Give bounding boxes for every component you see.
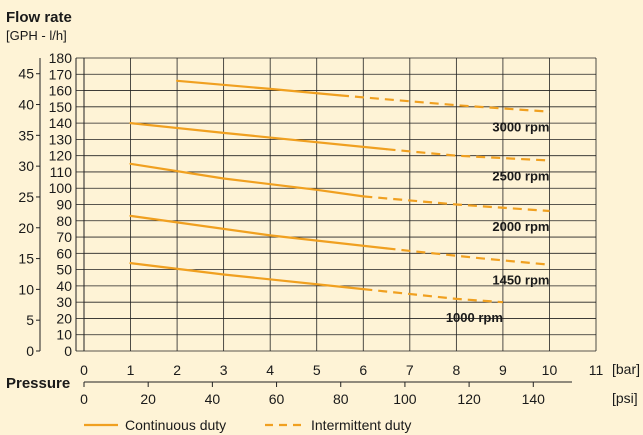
x-tick-label-psi: 80 [333,391,349,407]
series-3000-rpm-continuous [176,79,342,97]
y-tick-label-lh: 150 [49,99,73,115]
x-tick-label-bar: 8 [452,362,460,378]
x-tick-label-bar: 6 [359,362,367,378]
y-tick-label-lh: 160 [49,83,73,99]
y-tick-label-lh: 60 [56,245,72,261]
y-tick-label-lh: 140 [49,115,73,131]
x-unit-bar: [bar] [612,361,640,377]
y-tick-label-lh: 120 [49,148,73,164]
y-tick-label-gph: 35 [18,127,34,143]
x-tick-label-psi: 140 [522,391,546,407]
series-3000-rpm-intermittent [339,94,550,113]
x-tick-label-psi: 120 [457,391,481,407]
x-tick-label-bar: 2 [173,362,181,378]
y-tick-label-gph: 0 [26,343,34,359]
x-tick-label-psi: 20 [140,391,156,407]
y-tick-label-gph: 30 [18,158,34,174]
y-tick-label-lh: 130 [49,131,73,147]
series-2000-rpm-continuous [129,162,365,198]
series-1000-rpm-intermittent [363,288,503,304]
x-tick-label-psi: 60 [269,391,285,407]
legend-intermittent-label: Intermittent duty [311,417,411,433]
x-unit-psi: [psi] [612,390,638,406]
series-label-3000-rpm: 3000 rpm [492,120,549,135]
series-2000-rpm-intermittent [363,195,550,213]
y-tick-label-gph: 40 [18,97,34,113]
series-label-2500-rpm: 2500 rpm [492,169,549,184]
x-tick-label-bar: 10 [542,362,558,378]
y-tick-label-lh: 170 [49,66,73,82]
y-tick-label-lh: 90 [56,197,72,213]
y-tick-label-lh: 110 [50,164,73,180]
series-2500-rpm-continuous [129,122,388,151]
x-tick-label-bar: 3 [220,362,228,378]
chart-subtitle: [GPH - l/h] [6,28,67,43]
y-tick-label-lh: 10 [56,327,72,343]
y-tick-label-lh: 50 [56,262,72,278]
y-tick-label-gph: 20 [18,220,34,236]
series-1000-rpm-continuous [129,262,365,291]
x-tick-label-bar: 4 [266,362,274,378]
y-tick-label-gph: 10 [18,281,34,297]
y-tick-label-lh: 20 [56,310,72,326]
y-tick-label-lh: 30 [56,294,72,310]
y-tick-label-lh: 0 [64,343,72,359]
x-tick-label-bar: 5 [313,362,321,378]
series-label-2000-rpm: 2000 rpm [492,219,549,234]
series-layer: 3000 rpm 2500 rpm 2000 rpm 1450 rpm 1000 rpm [129,79,550,325]
series-2500-rpm-intermittent [386,148,550,162]
legend: Continuous duty Intermittent duty [84,417,411,433]
y-tick-label-gph: 45 [18,66,34,82]
x-tick-label-bar: 11 [589,362,604,378]
grid-layer [83,57,597,352]
y-tick-label-lh: 80 [56,213,72,229]
series-label-1000-rpm: 1000 rpm [446,310,503,325]
x-tick-label-bar: 1 [127,362,135,378]
y-tick-label-lh: 100 [49,180,73,196]
x-tick-label-bar: 7 [406,362,414,378]
x-tick-label-psi: 100 [393,391,417,407]
legend-continuous-label: Continuous duty [125,417,226,433]
series-label-1450-rpm: 1450 rpm [492,273,549,288]
series-1450-rpm-intermittent [386,247,550,266]
x-tick-label-bar: 9 [499,362,507,378]
chart-title: Flow rate [6,9,72,26]
y-tick-label-lh: 180 [49,50,73,66]
x-axis-label: Pressure [6,375,70,392]
axes-layer: 0102030405060708090100110120130140150160… [18,50,603,407]
y-tick-label-lh: 70 [56,229,72,245]
x-tick-label-psi: 0 [80,391,88,407]
series-1450-rpm-continuous [129,214,388,250]
y-tick-label-lh: 40 [56,278,72,294]
x-tick-label-bar: 0 [80,362,88,378]
y-tick-label-gph: 15 [18,251,34,267]
x-tick-label-psi: 40 [205,391,221,407]
y-tick-label-gph: 5 [26,312,34,328]
y-tick-label-gph: 25 [18,189,34,205]
